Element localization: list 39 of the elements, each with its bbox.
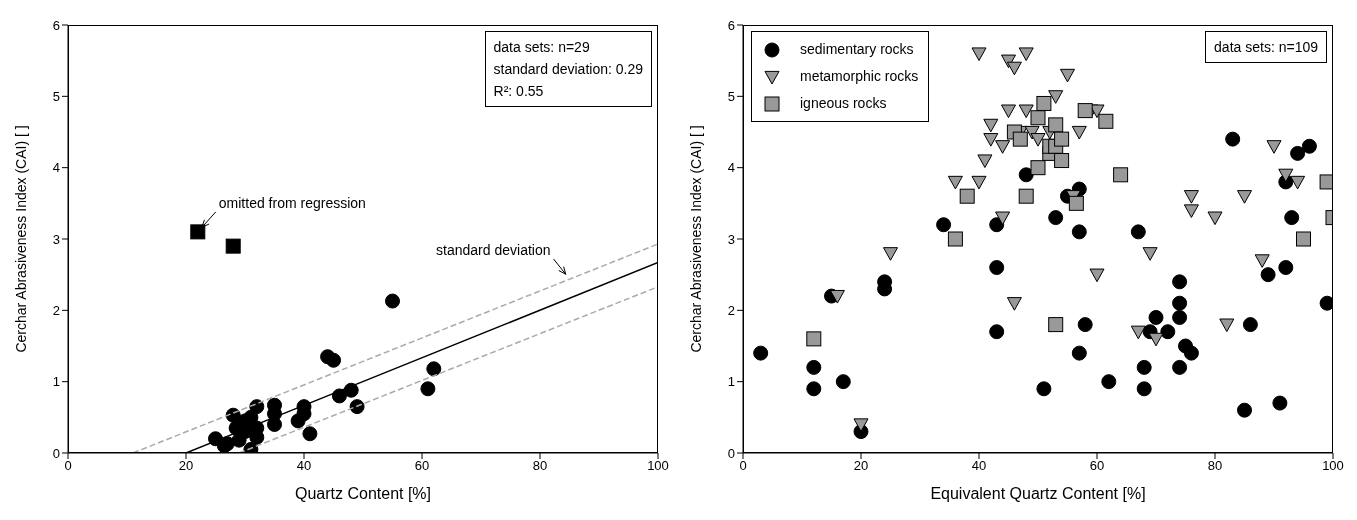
x-tick-label: 0: [64, 458, 72, 474]
x-tick-label: 80: [532, 458, 548, 474]
y-tick-label: 1: [52, 374, 60, 390]
y-tick-label: 2: [727, 302, 735, 318]
y-axis-title: Cerchar Abrasiveness Index (CAI) [ ]: [12, 125, 29, 353]
y-tick-label: 2: [52, 302, 60, 318]
x-tick-label: 80: [1207, 458, 1223, 474]
x-tick-label: 40: [296, 458, 312, 474]
y-tick-label: 3: [727, 231, 735, 247]
x-tick-label: 0: [739, 458, 747, 474]
legend-label: igneous rocks: [800, 94, 887, 113]
y-tick-label: 4: [727, 160, 735, 176]
y-tick-label: 5: [727, 88, 735, 104]
x-tick-label: 60: [1089, 458, 1105, 474]
x-tick-label: 40: [971, 458, 987, 474]
y-tick-label: 0: [52, 445, 60, 461]
annotation: data sets: n=109: [1214, 38, 1318, 57]
x-tick-label: 100: [1322, 458, 1344, 474]
x-axis-title: Quartz Content [%]: [294, 485, 432, 502]
x-axis-title: Equivalent Quartz Content [%]: [930, 485, 1146, 502]
y-tick-label: 1: [727, 374, 735, 390]
legend-label: sedimentary rocks: [800, 40, 914, 59]
annotation: standard deviation: 0.29: [493, 60, 643, 79]
y-tick-label: 6: [727, 17, 735, 33]
x-tick-label: 20: [178, 458, 194, 474]
annotation: data sets: n=29: [493, 38, 591, 57]
x-tick-label: 20: [853, 458, 869, 474]
x-tick-label: 100: [647, 458, 669, 474]
annotation: R²: 0.55: [493, 82, 545, 101]
annotation: standard deviation: [436, 241, 551, 258]
y-axis-title: Cerchar Abrasiveness Index (CAI) [ ]: [687, 125, 704, 353]
y-tick-label: 5: [52, 88, 60, 104]
y-tick-label: 0: [727, 445, 735, 461]
y-tick-label: 3: [52, 231, 60, 247]
legend-label: metamorphic rocks: [800, 67, 919, 86]
y-tick-label: 6: [52, 17, 60, 33]
x-tick-label: 60: [414, 458, 430, 474]
annotation: omitted from regression: [218, 194, 366, 211]
y-tick-label: 4: [52, 160, 60, 176]
